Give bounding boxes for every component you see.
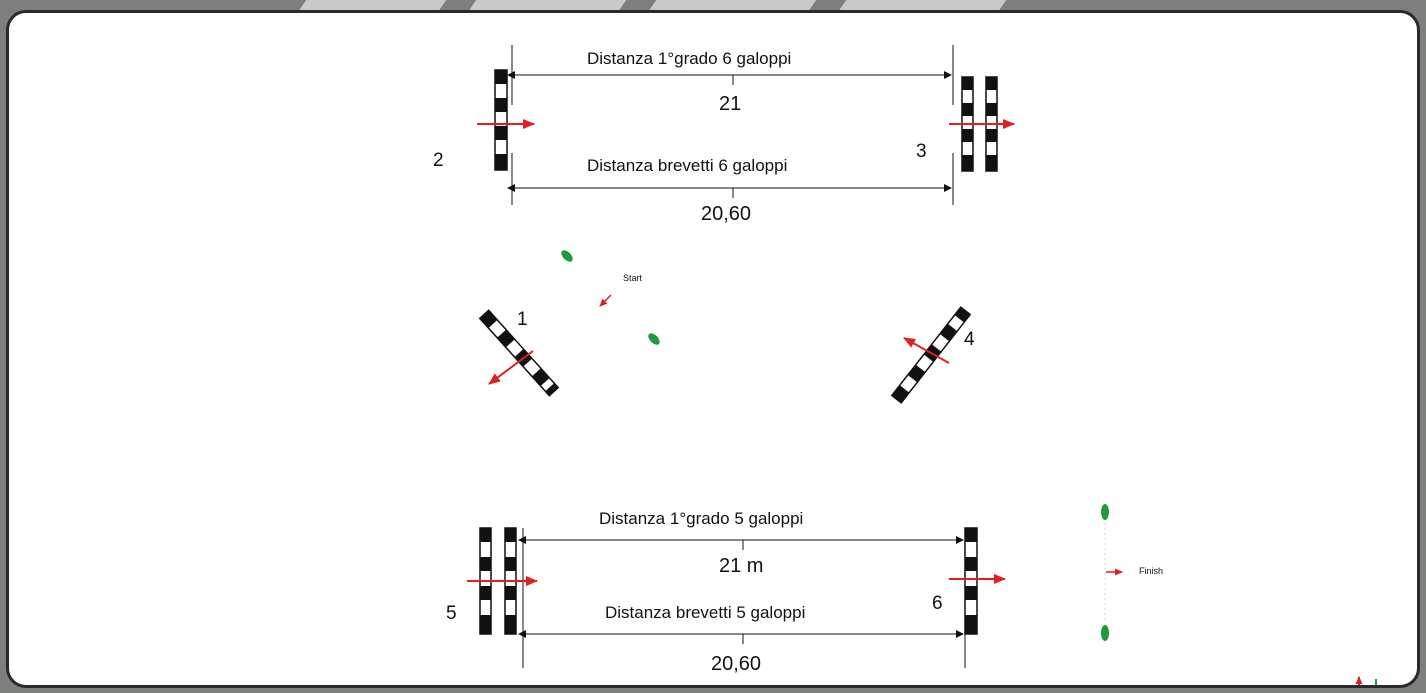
fence-1-direction-arrow: [488, 350, 534, 385]
bottom-dimension-lines: [518, 528, 966, 668]
finish-label: Finish: [1139, 566, 1164, 576]
fence-3-number: 3: [916, 141, 927, 162]
fence-6: [949, 527, 1006, 635]
start-marker: [561, 250, 660, 345]
course-diagram-panel: Distanza 1°grado 6 galoppi 21 Distanza b…: [6, 10, 1420, 688]
fence-4-direction-arrow: [903, 337, 950, 364]
fence-5: [467, 527, 538, 635]
finish-marker: [1101, 504, 1123, 641]
top-first-grade-label: Distanza 1°grado 6 galoppi: [587, 49, 792, 68]
bottom-first-grade-label: Distanza 1°grado 5 galoppi: [599, 509, 804, 528]
course-diagram-svg: [467, 45, 1377, 685]
top-brevetti-label: Distanza brevetti 6 galoppi: [587, 156, 788, 175]
fence-6-number: 6: [932, 593, 943, 614]
bottom-brevetti-label: Distanza brevetti 5 galoppi: [605, 603, 806, 622]
fence-4-number: 4: [964, 329, 975, 350]
start-label: Start: [623, 273, 643, 283]
bottom-first-grade-value: 21 m: [719, 555, 764, 577]
fence-1: [478, 309, 560, 397]
fence-2: [477, 69, 535, 171]
corner-arrow-icon: [1355, 676, 1377, 685]
fence-1-number: 1: [517, 309, 528, 330]
top-first-grade-value: 21: [719, 93, 742, 115]
fence-4: [890, 306, 972, 404]
fence-3: [949, 76, 1015, 172]
top-brevetti-value: 20,60: [701, 203, 752, 225]
fence-5-number: 5: [446, 603, 457, 624]
bottom-brevetti-value: 20,60: [711, 653, 762, 675]
top-dimension-lines: [507, 45, 954, 205]
fence-2-number: 2: [433, 150, 444, 171]
